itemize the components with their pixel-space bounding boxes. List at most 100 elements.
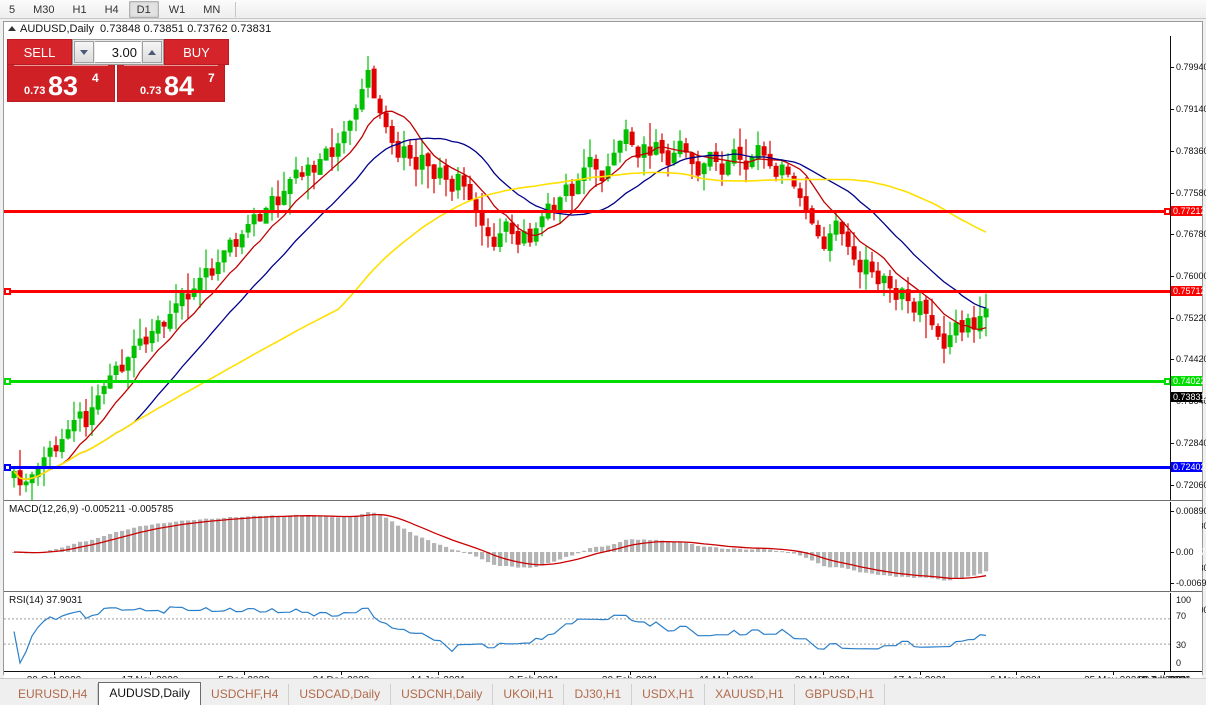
chart-symbol-label: AUDUSD,Daily — [20, 23, 94, 35]
time-tick — [341, 672, 342, 675]
horizontal-level-line[interactable] — [4, 288, 1170, 295]
level-handle[interactable] — [4, 378, 11, 385]
buy-price-button[interactable]: 0.73 84 7 — [117, 65, 225, 102]
timeframe-button-m5[interactable]: 5 — [9, 3, 16, 16]
level-handle[interactable] — [1164, 208, 1170, 215]
level-handle[interactable] — [4, 464, 11, 471]
macd-tick: 0.00 — [1171, 547, 1202, 557]
rsi-tick: 30 — [1176, 640, 1187, 650]
chart-title-bar: AUDUSD,Daily 0.73848 0.73851 0.73762 0.73… — [4, 22, 1202, 36]
price-level-label[interactable]: 0.72402 — [1171, 462, 1206, 472]
timeframe-toolbar: 5 M30 H1 H4 D1 W1 MN — [0, 0, 1206, 19]
time-tick — [1016, 672, 1017, 675]
macd-label: MACD(12,26,9) -0.005211 -0.005785 — [9, 504, 174, 515]
timeframe-button-h4[interactable]: H4 — [104, 3, 119, 16]
price-level-label[interactable]: 0.75712 — [1171, 286, 1206, 296]
time-tick — [244, 672, 245, 675]
price-tick: 0.76780 — [1171, 229, 1206, 239]
timeframe-button-w1[interactable]: W1 — [168, 3, 186, 16]
symbol-tab-bar: EURUSD,H4 AUDUSD,Daily USDCHF,H4 USDCAD,Dai… — [0, 678, 1206, 705]
buy-price-prefix: 0.73 — [140, 85, 162, 97]
price-tick: 0.79940 — [1171, 62, 1206, 72]
chart-window: AUDUSD,Daily 0.73848 0.73851 0.73762 0.73… — [3, 21, 1206, 690]
price-tick: 0.72060 — [1171, 480, 1206, 490]
timeframe-button-mn[interactable]: MN — [203, 3, 221, 16]
rsi-label: RSI(14) 37.9031 — [9, 595, 83, 606]
sell-price-fraction: 4 — [92, 71, 99, 85]
price-plot-area[interactable] — [4, 36, 1171, 500]
rsi-plot-area[interactable]: RSI(14) 37.9031 — [4, 593, 1171, 671]
price-level-label[interactable]: 0.74022 — [1171, 376, 1206, 386]
symbol-tab-dj30-h1[interactable]: DJ30,H1 — [564, 684, 633, 705]
volume-increase-button[interactable] — [142, 41, 162, 63]
price-pane: 0.79940 0.79140 0.78360 0.77580 0.76780 0.760… — [4, 36, 1206, 615]
time-tick — [727, 672, 728, 675]
symbol-tab-ukoil-h1[interactable]: UKOil,H1 — [493, 684, 565, 705]
buy-price-main: 84 — [164, 71, 195, 101]
symbol-tab-usdcad-daily[interactable]: USDCAD,Daily — [289, 684, 392, 705]
buy-button[interactable]: BUY — [164, 39, 229, 65]
collapse-triangle-icon[interactable] — [8, 25, 16, 31]
buy-price-fraction: 7 — [208, 71, 215, 85]
time-tick — [534, 672, 535, 675]
price-tick: 0.76000 — [1171, 271, 1206, 281]
rsi-tick: 70 — [1176, 611, 1187, 621]
macd-plot-area[interactable]: MACD(12,26,9) -0.005211 -0.005785 — [4, 502, 1171, 591]
time-tick — [1164, 672, 1165, 675]
symbol-tab-usdx-h1[interactable]: USDX,H1 — [632, 684, 706, 705]
level-handle[interactable] — [4, 288, 11, 295]
rsi-pane: RSI(14) 37.9031 100 70 30 0 — [4, 593, 1202, 671]
volume-decrease-button[interactable] — [74, 41, 94, 63]
time-tick — [1113, 672, 1114, 675]
price-tick: 0.74420 — [1171, 354, 1206, 364]
horizontal-level-line[interactable] — [4, 464, 1170, 471]
rsi-tick: 0 — [1176, 658, 1182, 668]
macd-tick: -0.00697 — [1171, 578, 1206, 588]
time-tick — [150, 672, 151, 675]
price-scale-axis[interactable]: 0.79940 0.79140 0.78360 0.77580 0.76780 0.760… — [1171, 36, 1206, 615]
time-tick — [920, 672, 921, 675]
volume-stepper[interactable]: 3.00 — [72, 39, 164, 65]
sell-price-main: 83 — [48, 71, 79, 101]
symbol-tab-usdchf-h4[interactable]: USDCHF,H4 — [201, 684, 290, 705]
chevron-up-icon — [148, 49, 156, 55]
price-tick: 0.79140 — [1171, 104, 1206, 114]
macd-series — [12, 512, 989, 581]
symbol-tab-gbpusd-h1[interactable]: GBPUSD,H1 — [795, 684, 886, 705]
volume-input[interactable]: 3.00 — [95, 41, 141, 63]
macd-scale-axis: 0.00890 0.00 -0.00697 — [1171, 502, 1206, 591]
current-price-label: 0.73831 — [1171, 392, 1206, 402]
rsi-scale-axis: 100 70 30 0 — [1171, 593, 1202, 671]
timeframe-button-d1[interactable]: D1 — [128, 0, 159, 18]
rsi-series — [4, 606, 1170, 665]
divider — [14, 65, 108, 66]
timeframe-button-h1[interactable]: H1 — [72, 3, 87, 16]
time-tick — [630, 672, 631, 675]
macd-pane: MACD(12,26,9) -0.005211 -0.005785 0.0089… — [4, 502, 1206, 592]
divider — [124, 65, 218, 66]
price-candles — [11, 56, 989, 500]
level-handle[interactable] — [1164, 378, 1170, 385]
rsi-tick: 100 — [1176, 595, 1192, 605]
horizontal-level-line[interactable] — [4, 378, 1170, 385]
price-tick: 0.78360 — [1171, 146, 1206, 156]
sell-button[interactable]: SELL — [7, 39, 72, 65]
one-click-trading-prices: 0.73 83 4 0.73 84 7 — [7, 65, 229, 102]
timeframe-button-m30[interactable]: M30 — [33, 3, 55, 16]
one-click-trading-panel: SELL 3.00 BUY 0.73 83 4 0.73 — [7, 39, 229, 102]
sell-price-prefix: 0.73 — [24, 85, 46, 97]
time-tick — [54, 672, 55, 675]
price-tick: 0.77580 — [1171, 188, 1206, 198]
sell-price-button[interactable]: 0.73 83 4 — [7, 65, 115, 102]
one-click-trading-header: SELL 3.00 BUY — [7, 39, 229, 65]
symbol-tab-audusd-daily[interactable]: AUDUSD,Daily — [98, 682, 202, 705]
macd-tick: 0.00890 — [1171, 506, 1206, 516]
price-level-label[interactable]: 0.77212 — [1171, 206, 1206, 216]
time-tick — [823, 672, 824, 675]
symbol-tab-eurusd-h4[interactable]: EURUSD,H4 — [8, 684, 99, 705]
symbol-tab-xauusd-h1[interactable]: XAUUSD,H1 — [705, 684, 795, 705]
price-tick: 0.72840 — [1171, 438, 1206, 448]
symbol-tab-usdcnh-daily[interactable]: USDCNH,Daily — [391, 684, 494, 705]
horizontal-level-line[interactable] — [4, 208, 1170, 215]
